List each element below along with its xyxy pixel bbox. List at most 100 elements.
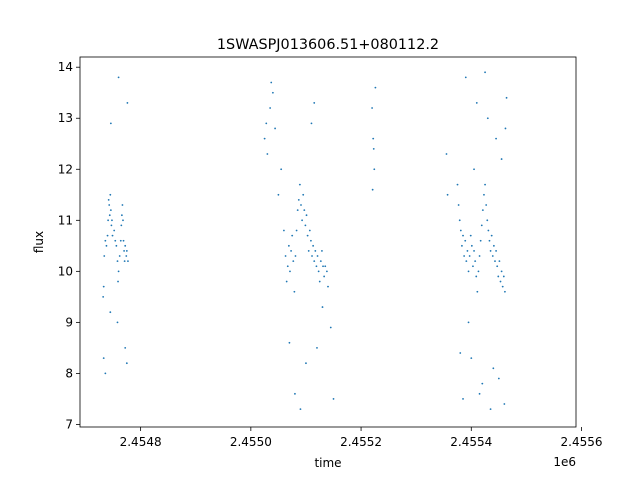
data-point bbox=[499, 280, 502, 283]
data-point bbox=[495, 250, 497, 252]
data-point bbox=[294, 392, 296, 395]
data-point bbox=[127, 260, 129, 263]
data-point bbox=[311, 255, 313, 257]
y-tick-label: 14 bbox=[58, 60, 73, 74]
data-point bbox=[297, 199, 300, 201]
data-point bbox=[303, 209, 306, 212]
data-point bbox=[286, 265, 289, 268]
data-point bbox=[464, 76, 467, 79]
data-point bbox=[310, 122, 313, 125]
x-axis-offset-label: 1e6 bbox=[553, 455, 576, 469]
data-point bbox=[284, 255, 287, 257]
data-point bbox=[313, 102, 316, 104]
data-point bbox=[110, 224, 113, 227]
data-point bbox=[478, 392, 481, 395]
y-tick-label: 8 bbox=[65, 366, 73, 380]
data-point bbox=[489, 250, 492, 252]
data-point bbox=[332, 398, 335, 400]
data-point bbox=[498, 260, 501, 263]
x-tick-label: 2.4552 bbox=[340, 435, 382, 449]
data-point bbox=[102, 295, 105, 298]
data-point bbox=[372, 147, 375, 150]
data-point bbox=[283, 229, 285, 232]
data-point bbox=[280, 168, 283, 171]
plot-background bbox=[80, 57, 576, 427]
data-point bbox=[117, 270, 120, 273]
data-point bbox=[497, 377, 500, 380]
data-point bbox=[490, 234, 493, 237]
data-point bbox=[103, 255, 106, 257]
data-point bbox=[497, 275, 500, 278]
data-point bbox=[125, 362, 128, 365]
data-point bbox=[461, 244, 463, 247]
data-point bbox=[298, 183, 301, 186]
data-point bbox=[481, 209, 484, 212]
data-point bbox=[104, 239, 107, 242]
data-point bbox=[466, 250, 469, 252]
y-tick-label: 7 bbox=[65, 417, 73, 431]
data-point bbox=[123, 250, 125, 252]
data-point bbox=[310, 239, 312, 242]
data-point bbox=[488, 239, 491, 242]
data-point bbox=[105, 244, 108, 247]
data-point bbox=[111, 234, 114, 237]
data-point bbox=[473, 168, 475, 171]
data-point bbox=[465, 260, 468, 263]
data-point bbox=[300, 204, 302, 206]
data-point bbox=[288, 341, 291, 344]
data-point bbox=[263, 137, 266, 140]
data-point bbox=[500, 270, 503, 273]
data-point bbox=[116, 260, 119, 263]
data-point bbox=[122, 219, 124, 222]
data-point bbox=[306, 234, 309, 237]
y-tick-label: 11 bbox=[58, 213, 73, 227]
data-point bbox=[321, 250, 323, 252]
data-point bbox=[469, 234, 472, 237]
data-point bbox=[109, 122, 112, 125]
data-point bbox=[502, 275, 505, 278]
data-point bbox=[457, 204, 460, 206]
data-point bbox=[289, 270, 291, 273]
data-point bbox=[484, 71, 486, 74]
data-point bbox=[476, 290, 479, 293]
data-point bbox=[106, 234, 109, 237]
data-point bbox=[477, 270, 480, 273]
data-point bbox=[371, 107, 373, 109]
data-point bbox=[277, 193, 280, 196]
data-point bbox=[478, 255, 481, 257]
data-point bbox=[115, 244, 118, 247]
data-point bbox=[293, 290, 296, 293]
data-point bbox=[271, 91, 274, 94]
data-point bbox=[491, 255, 494, 257]
data-point bbox=[500, 158, 503, 160]
data-point bbox=[294, 255, 297, 257]
data-point bbox=[119, 239, 122, 242]
data-point bbox=[108, 214, 111, 217]
data-point bbox=[494, 260, 496, 263]
data-point bbox=[321, 306, 324, 308]
y-tick-label: 10 bbox=[58, 264, 73, 278]
x-tick-label: 2.4556 bbox=[561, 435, 603, 449]
data-point bbox=[109, 193, 112, 196]
data-point bbox=[290, 250, 292, 252]
data-point bbox=[319, 260, 322, 263]
data-point bbox=[445, 153, 448, 155]
data-point bbox=[302, 193, 305, 196]
data-point bbox=[285, 280, 288, 283]
data-point bbox=[123, 260, 126, 263]
data-points bbox=[102, 71, 508, 411]
data-point bbox=[470, 357, 473, 359]
data-point bbox=[316, 255, 319, 257]
data-point bbox=[318, 280, 321, 283]
data-point bbox=[504, 290, 506, 293]
data-point bbox=[122, 239, 125, 242]
data-point bbox=[102, 357, 105, 359]
data-point bbox=[485, 204, 488, 206]
data-point bbox=[108, 204, 111, 206]
data-point bbox=[305, 362, 307, 365]
data-point bbox=[470, 244, 473, 247]
y-tick-label: 13 bbox=[58, 111, 73, 125]
data-point bbox=[504, 127, 507, 130]
data-point bbox=[474, 260, 477, 263]
data-point bbox=[459, 352, 462, 354]
